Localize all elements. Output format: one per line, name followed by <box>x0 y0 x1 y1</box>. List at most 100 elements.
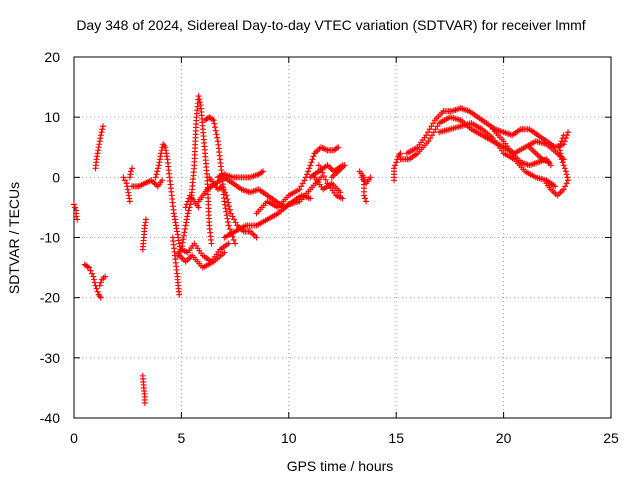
data-point <box>427 135 434 142</box>
data-point <box>225 199 232 206</box>
data-point <box>225 240 232 247</box>
data-point <box>563 180 570 187</box>
data-point <box>86 264 93 271</box>
data-point <box>152 174 159 181</box>
data-point <box>225 219 232 226</box>
data-point <box>428 123 435 130</box>
data-point <box>260 168 267 175</box>
data-point <box>224 215 231 222</box>
data-point <box>258 169 265 176</box>
grid-lines <box>74 57 611 418</box>
data-point <box>558 138 565 145</box>
data-point <box>565 129 572 136</box>
data-point <box>337 189 344 196</box>
data-point <box>556 144 563 151</box>
data-point <box>560 186 567 193</box>
data-point <box>180 232 187 239</box>
data-point <box>97 279 104 286</box>
data-point <box>88 270 95 277</box>
y-tick-label: -10 <box>40 230 60 246</box>
data-point <box>99 123 106 130</box>
data-point <box>222 205 229 212</box>
y-tick-label: 0 <box>52 169 60 185</box>
data-point <box>208 240 215 247</box>
y-tick-label: -30 <box>40 350 60 366</box>
data-point <box>253 234 260 241</box>
data-point <box>84 263 91 270</box>
data-point <box>197 99 204 106</box>
data-point <box>230 236 237 243</box>
data-point <box>362 195 369 202</box>
data-point <box>184 198 191 205</box>
data-point <box>127 168 134 175</box>
data-point <box>560 132 567 139</box>
data-point <box>210 117 217 124</box>
data-point <box>393 159 400 166</box>
data-point <box>317 165 324 172</box>
data-point <box>335 144 342 151</box>
data-point <box>94 288 101 295</box>
data-point <box>341 162 348 169</box>
data-point <box>223 212 230 219</box>
data-point <box>226 226 233 233</box>
data-point <box>560 162 567 169</box>
data-point <box>155 165 162 172</box>
data-point <box>212 124 219 131</box>
data-point <box>298 183 305 190</box>
data-point <box>392 162 399 169</box>
data-point <box>318 174 325 181</box>
data-point <box>184 210 191 217</box>
data-point <box>182 204 189 211</box>
data-point <box>179 239 186 246</box>
data-point <box>397 150 404 157</box>
data-point <box>309 156 316 163</box>
data-point <box>308 159 315 166</box>
data-point <box>219 183 226 190</box>
data-point <box>154 168 161 175</box>
data-point <box>221 201 228 208</box>
x-tick-label: 0 <box>70 430 78 446</box>
data-point <box>128 165 135 172</box>
data-point <box>181 229 188 236</box>
data-point <box>195 93 202 100</box>
x-tick-label: 25 <box>603 430 619 446</box>
data-point <box>430 129 437 136</box>
data-point <box>562 183 569 190</box>
data-point <box>213 131 220 138</box>
data-point <box>430 120 437 127</box>
data-point <box>222 189 229 196</box>
data-point <box>220 186 227 193</box>
data-point <box>232 240 239 247</box>
y-tick-labels: -40 -30 -20 -10 0 10 20 <box>40 49 60 426</box>
data-point <box>545 159 552 166</box>
data-point <box>306 165 313 172</box>
data-point <box>74 216 81 223</box>
y-tick-label: 10 <box>44 109 60 125</box>
data-point <box>214 134 221 141</box>
data-point <box>226 203 233 210</box>
data-point <box>547 162 554 169</box>
data-point <box>305 168 312 175</box>
data-point <box>564 174 571 181</box>
data-point <box>102 273 109 280</box>
data-point <box>71 201 77 208</box>
data-point <box>178 246 185 253</box>
data-point <box>142 216 149 223</box>
data-point <box>231 216 238 223</box>
data-point <box>141 399 148 406</box>
data-point <box>185 207 192 214</box>
data-point <box>182 225 189 232</box>
data-point <box>179 243 186 250</box>
data-point <box>96 282 103 289</box>
x-tick-label: 5 <box>178 430 186 446</box>
data-point <box>229 213 236 220</box>
data-point <box>97 132 104 139</box>
data-point <box>367 174 374 181</box>
data-point <box>211 120 218 127</box>
y-tick-label: -40 <box>40 410 60 426</box>
data-point <box>363 198 370 205</box>
data-point <box>565 177 572 184</box>
x-tick-label: 15 <box>388 430 404 446</box>
data-point <box>563 171 570 178</box>
x-axis-label: GPS time / hours <box>287 458 394 474</box>
